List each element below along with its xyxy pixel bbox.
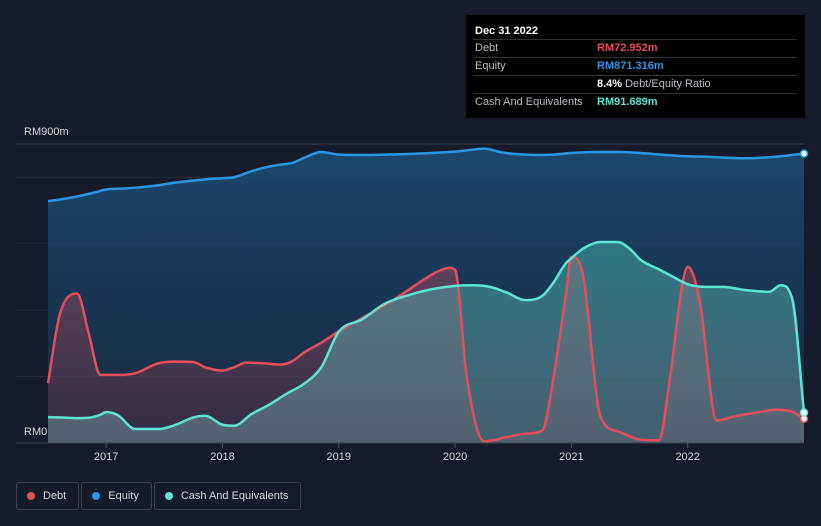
debt-line <box>46 255 805 443</box>
equity-line <box>47 147 805 203</box>
tooltip-ratio: 8.4% Debt/Equity Ratio <box>597 76 711 93</box>
tooltip-debt-label: Debt <box>475 42 499 54</box>
tooltip-ratio-value: 8.4% <box>597 78 623 90</box>
legend-debt-dot-icon <box>27 492 35 500</box>
legend-item-cash[interactable]: Cash And Equivalents <box>153 482 302 510</box>
legend-debt-label: Debt <box>43 490 67 502</box>
tooltip-row-ratio: 8.4% Debt/Equity Ratio <box>474 75 797 93</box>
legend-equity-label: Equity <box>108 490 139 502</box>
x-tick-label-2018: 2018 <box>210 451 234 463</box>
tooltip-ratio-label: Debt/Equity Ratio <box>625 78 711 90</box>
tooltip-row-debt: Debt RM72.952m <box>474 39 797 57</box>
legend-equity-dot-icon <box>92 492 101 500</box>
tooltip-equity-value: RM871.316m <box>597 60 664 72</box>
tooltip-equity-label: Equity <box>475 60 506 72</box>
x-tick-label-2020: 2020 <box>443 451 467 463</box>
x-tick-label-2019: 2019 <box>327 451 351 463</box>
tooltip-row-cash: Cash And Equivalents RM91.689m <box>474 93 797 111</box>
x-axis-ticks: 2017 2018 2019 2020 2021 2022 <box>94 443 700 463</box>
tooltip-date: Dec 31 2022 <box>475 25 538 37</box>
hover-marker-equity <box>799 149 809 158</box>
tooltip-panel: Dec 31 2022 Debt RM72.952m Equity RM871.… <box>466 15 805 118</box>
legend-item-debt[interactable]: Debt <box>16 482 80 510</box>
legend-cash-dot-icon <box>164 492 173 500</box>
legend-item-equity[interactable]: Equity <box>81 482 152 510</box>
y-tick-label-min: RM0 <box>24 426 47 438</box>
x-tick-label-2017: 2017 <box>94 451 118 463</box>
tooltip-debt-value: RM72.952m <box>597 42 658 54</box>
y-tick-label-max: RM900m <box>24 126 69 138</box>
tooltip-ratio-spacer <box>474 76 597 93</box>
cash-area <box>48 242 804 443</box>
x-tick-label-2021: 2021 <box>559 451 583 463</box>
legend: Debt Equity Cash And Equivalents <box>16 482 303 510</box>
hover-marker-cash <box>799 408 809 417</box>
cash-line <box>47 240 806 431</box>
x-tick-label-2022: 2022 <box>675 451 699 463</box>
tooltip-cash-value: RM91.689m <box>597 96 658 108</box>
tooltip-row-equity: Equity RM871.316m <box>474 57 797 75</box>
tooltip-cash-label: Cash And Equivalents <box>475 96 583 108</box>
legend-cash-label: Cash And Equivalents <box>180 490 289 502</box>
hover-markers <box>799 149 809 423</box>
